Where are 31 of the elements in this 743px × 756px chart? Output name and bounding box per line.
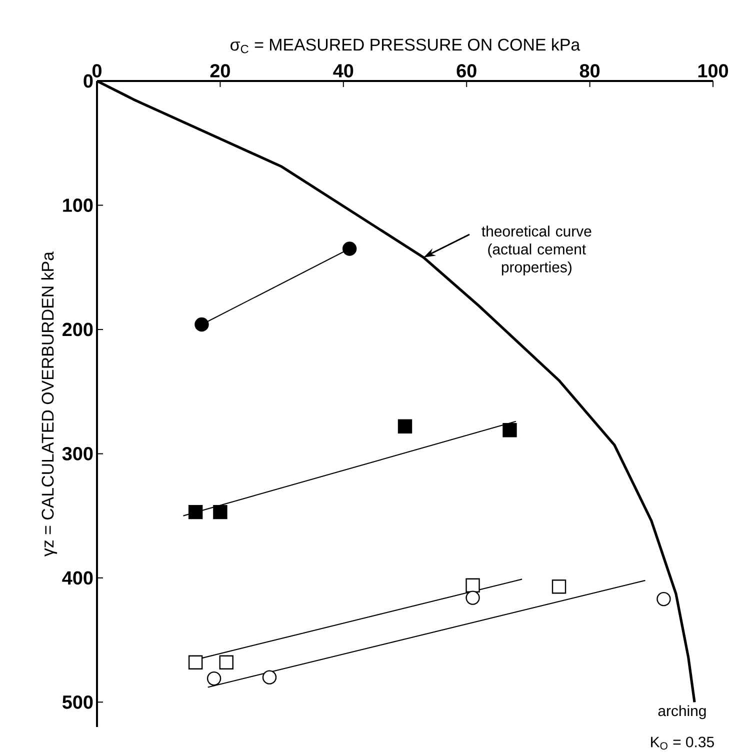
point bbox=[502, 422, 517, 438]
point bbox=[188, 504, 203, 520]
x-tick-label: 80 bbox=[580, 64, 600, 78]
point bbox=[262, 670, 277, 684]
x-tick-label: 40 bbox=[333, 64, 354, 78]
point bbox=[398, 419, 412, 434]
y-axis-title: γz = CALCULATED OVERBURDEN kPa bbox=[41, 251, 58, 556]
annotation: arching bbox=[658, 705, 706, 720]
y-tick-label: 300 bbox=[62, 446, 93, 460]
point bbox=[342, 242, 357, 256]
x-tick-label: 20 bbox=[210, 64, 230, 78]
point bbox=[188, 655, 203, 670]
x-axis-title: σ$_{C}$ = MEASURED PRESSURE ON CONE kPa bbox=[230, 38, 580, 54]
y-tick-label: 200 bbox=[62, 322, 93, 336]
y-tick-label: 500 bbox=[62, 695, 93, 709]
x-tick-label: 60 bbox=[456, 64, 476, 78]
point bbox=[656, 592, 671, 606]
annotation: theoretical curve (actual cement properties) bbox=[482, 226, 592, 276]
point bbox=[206, 671, 222, 686]
point bbox=[466, 578, 480, 592]
point bbox=[552, 580, 566, 594]
x-tick-label: 100 bbox=[698, 64, 728, 78]
y-tick-label: 100 bbox=[63, 198, 93, 212]
point bbox=[466, 590, 480, 605]
y-tick-label: 0 bbox=[84, 74, 93, 88]
x-tick-label: 0 bbox=[92, 64, 102, 78]
point bbox=[213, 504, 228, 520]
y-tick-label: 400 bbox=[62, 571, 93, 585]
text: K$_{O}$ = 0.35 bbox=[651, 736, 714, 750]
point bbox=[219, 655, 234, 670]
point bbox=[194, 317, 209, 332]
